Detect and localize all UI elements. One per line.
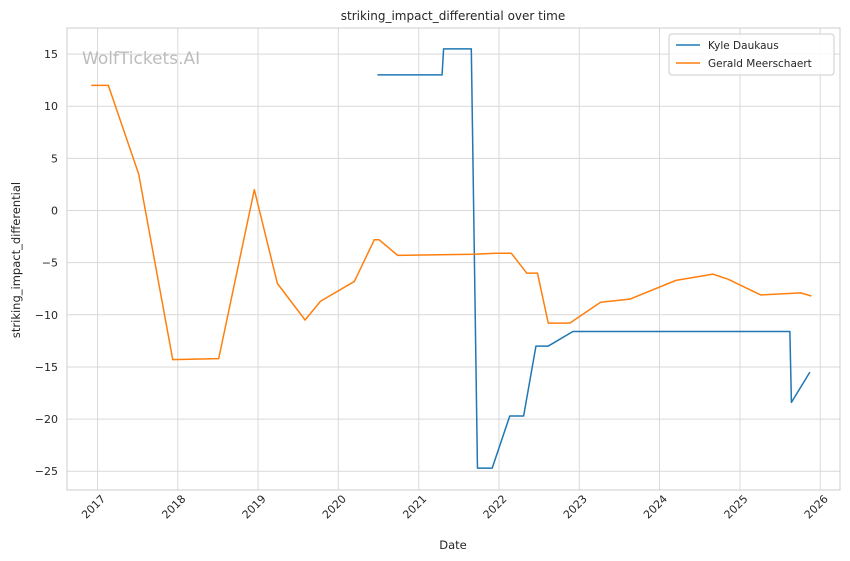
y-tick-label: −15 xyxy=(35,361,58,374)
x-axis-label: Date xyxy=(439,538,467,552)
y-tick-label: −10 xyxy=(35,309,58,322)
x-tick-labels: 2017 2018 2019 2020 2021 2022 2023 2024 2025 2026 xyxy=(79,492,831,521)
legend-box xyxy=(668,33,835,76)
y-tick-label: 10 xyxy=(44,100,58,113)
plot-frame xyxy=(66,27,841,491)
y-tick-labels: 15 10 5 0 −5 −10 −15 −20 −25 xyxy=(35,48,58,478)
y-axis-label: striking_impact_differential xyxy=(9,182,23,338)
y-tick-label: −25 xyxy=(35,465,58,478)
legend-label: Kyle Daukaus xyxy=(708,40,779,52)
grid-lines xyxy=(67,28,840,490)
y-tick-label: −20 xyxy=(35,413,58,426)
y-tick-label: −5 xyxy=(42,257,58,270)
y-tick-label: 0 xyxy=(51,205,58,218)
legend-label: Gerald Meerschaert xyxy=(708,58,812,70)
series-line-1 xyxy=(91,84,812,361)
legend: Kyle Daukaus Gerald Meerschaert xyxy=(668,33,835,76)
chart-title: striking_impact_differential over time xyxy=(341,9,566,23)
y-tick-label: 15 xyxy=(44,48,58,61)
series-line-0 xyxy=(377,48,811,469)
series-lines xyxy=(91,48,812,469)
watermark: WolfTickets.AI xyxy=(82,49,200,69)
y-tick-label: 5 xyxy=(51,152,58,165)
